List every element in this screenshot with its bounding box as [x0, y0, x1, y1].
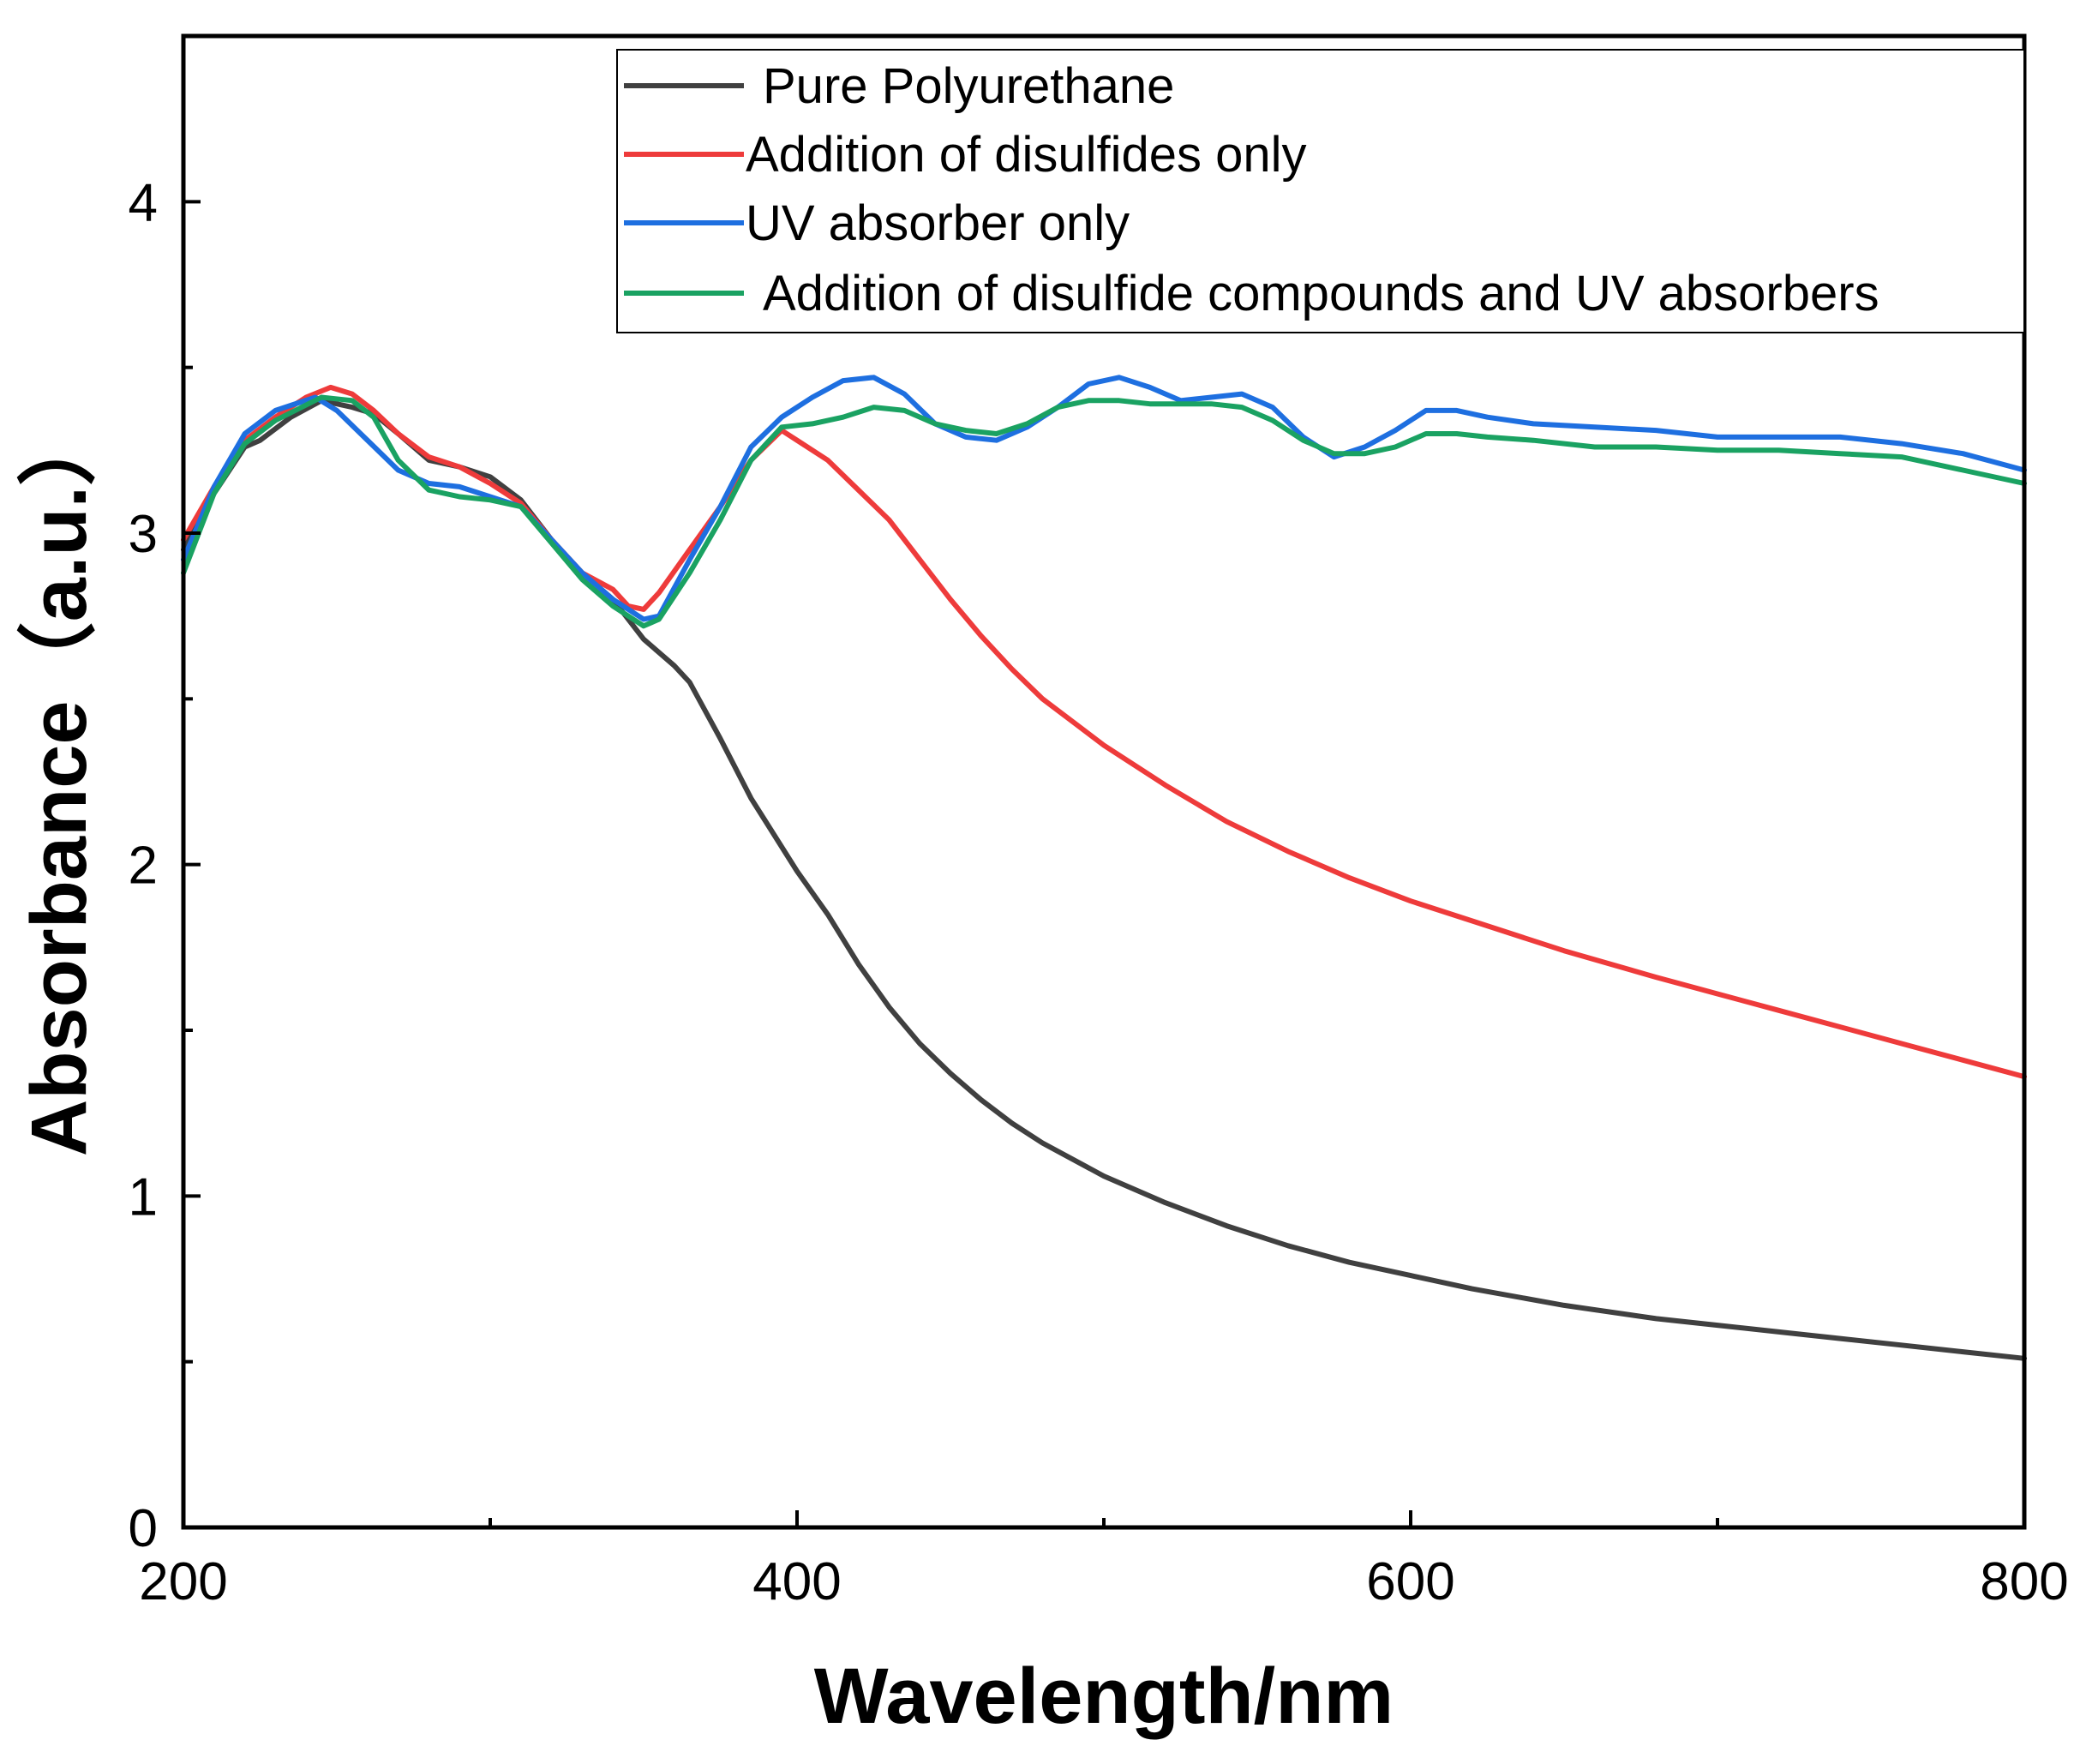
x-tick-label: 400 — [752, 1552, 841, 1611]
y-tick-label: 4 — [129, 173, 158, 232]
x-axis-title: Wavelength/nm — [814, 1653, 1394, 1740]
y-axis-title: Absorbance（a.u.） — [15, 407, 103, 1156]
y-tick-label: 2 — [129, 837, 158, 896]
x-tick-label: 600 — [1366, 1552, 1454, 1611]
x-tick-label: 200 — [139, 1552, 227, 1611]
y-tick-label: 1 — [129, 1167, 158, 1227]
series-line-4 — [181, 394, 2027, 629]
legend-label-3: UV absorber only — [746, 195, 1130, 251]
legend-label-1: Pure Polyurethane — [763, 58, 1174, 114]
tick-layer: 200 400 600 800 0 1 2 3 4 — [129, 173, 2069, 1611]
x-tick-label: 800 — [1980, 1552, 2068, 1611]
legend-label-4: Addition of disulfide compounds and UV a… — [763, 266, 1879, 321]
legend-box — [616, 49, 2025, 333]
series-line-2 — [181, 384, 2027, 1080]
series-line-3 — [181, 375, 2027, 622]
legend: Pure Polyurethane Addition of disulfides … — [616, 49, 2025, 333]
y-tick-label: 0 — [129, 1499, 158, 1558]
y-tick-label: 3 — [129, 505, 158, 564]
legend-label-2: Addition of disulfides only — [746, 127, 1307, 183]
series-layer — [181, 375, 2027, 1361]
